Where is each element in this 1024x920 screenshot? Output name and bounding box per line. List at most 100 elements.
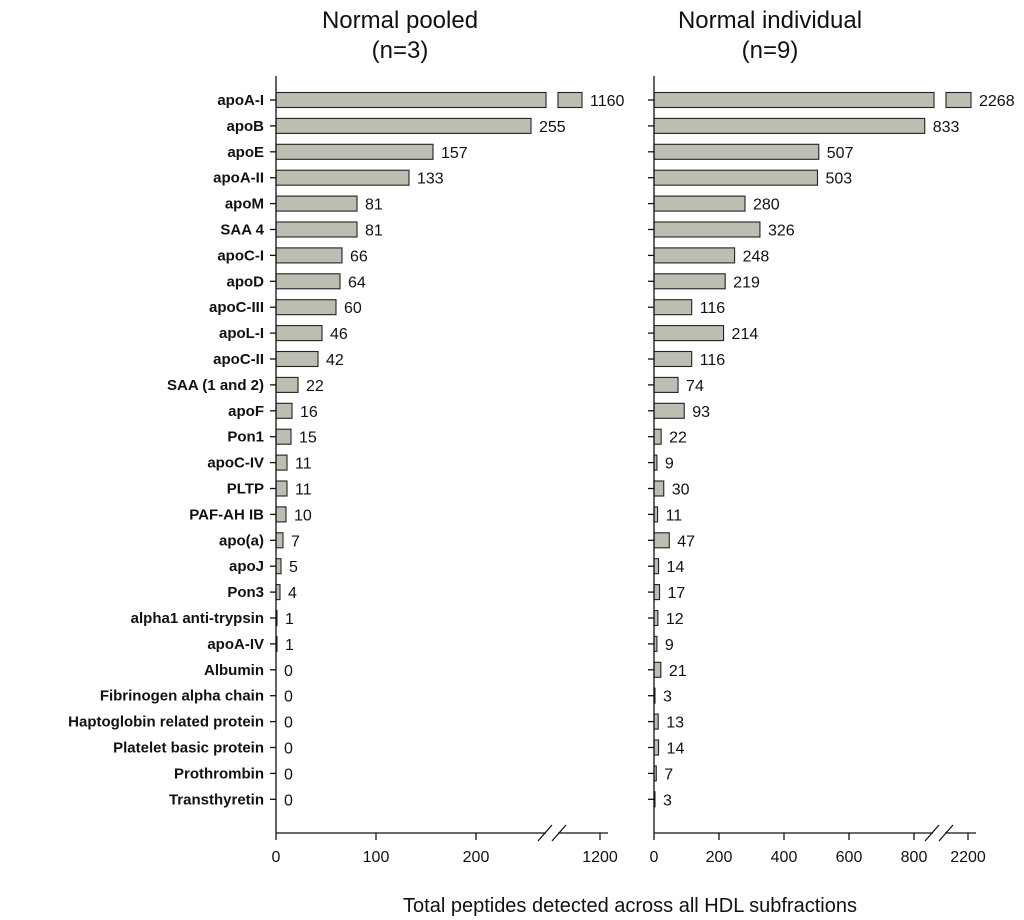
data-label: 2268 [979, 93, 1015, 110]
data-label: 14 [667, 559, 685, 576]
data-label: 133 [417, 171, 444, 188]
data-label: 280 [753, 197, 780, 214]
data-label: 22 [306, 378, 324, 395]
category-label: apoC-II [213, 351, 264, 368]
data-label: 15 [299, 430, 317, 447]
bar [275, 428, 292, 445]
data-label: 9 [665, 637, 674, 654]
data-label: 93 [692, 404, 710, 421]
category-label: PLTP [227, 481, 264, 498]
data-label: 13 [666, 715, 684, 732]
data-label: 4 [288, 585, 297, 602]
bar [653, 558, 660, 575]
bar [653, 169, 819, 186]
x-tick-label: 400 [771, 849, 798, 866]
category-label: Prothrombin [174, 765, 264, 782]
panel-normal-pooled: Normal pooled(n=3)1160apoA-I255apoB157ap… [68, 7, 624, 866]
bar [275, 143, 434, 160]
x-tick-label: 0 [272, 849, 281, 866]
data-label: 7 [291, 533, 300, 550]
bar [275, 376, 299, 393]
data-label: 5 [289, 559, 298, 576]
category-label: apoL-I [219, 325, 264, 342]
bar [653, 247, 736, 264]
x-tick-label: 2200 [950, 849, 986, 866]
chart-title-line: Normal pooled [322, 7, 478, 34]
category-label: apoD [227, 273, 265, 290]
bar [275, 480, 288, 497]
data-label: 116 [700, 352, 726, 369]
category-label: apoJ [229, 558, 264, 575]
data-label: 326 [768, 223, 795, 240]
data-label: 0 [284, 715, 293, 732]
axis-break-mark [924, 824, 940, 842]
axis-break-mark [938, 824, 954, 842]
data-label: 47 [677, 533, 695, 550]
panel-normal-individual: Normal individual(n=9)226883350750328032… [648, 7, 1015, 866]
category-label: apoC-III [209, 299, 264, 316]
data-label: 66 [350, 248, 368, 265]
category-label: Pon3 [227, 584, 264, 601]
data-label: 0 [284, 689, 293, 706]
category-label: apoA-IV [207, 636, 264, 653]
category-label: Pon1 [227, 429, 264, 446]
bar [275, 247, 343, 264]
data-label: 30 [672, 482, 690, 499]
bar [653, 428, 662, 445]
category-label: Haptoglobin related protein [68, 714, 264, 731]
data-label: 46 [330, 326, 348, 343]
category-label: apoE [227, 144, 264, 161]
bar [275, 273, 341, 290]
x-axis-label: Total peptides detected across all HDL s… [403, 895, 857, 917]
category-label: Platelet basic protein [113, 740, 264, 757]
data-label: 7 [664, 766, 673, 783]
data-label: 21 [669, 663, 687, 680]
bar [275, 558, 282, 575]
data-label: 81 [365, 223, 383, 240]
data-label: 74 [686, 378, 704, 395]
data-label: 60 [344, 300, 362, 317]
bar [275, 325, 323, 342]
data-label: 9 [665, 456, 674, 473]
data-label: 17 [668, 585, 686, 602]
data-label: 64 [348, 274, 366, 291]
data-label: 14 [667, 741, 685, 758]
chart-title-line: Normal individual [678, 7, 862, 34]
bar [275, 195, 358, 212]
category-label: PAF-AH IB [189, 506, 264, 523]
bar [653, 376, 679, 393]
x-tick-label: 100 [363, 849, 390, 866]
data-label: 0 [284, 766, 293, 783]
bar [275, 454, 288, 471]
category-label: apoB [227, 118, 265, 135]
bar [275, 532, 284, 549]
bar [653, 350, 693, 368]
bar [275, 350, 319, 368]
bar [275, 169, 410, 186]
bar [653, 661, 662, 678]
x-tick-label: 800 [901, 849, 928, 866]
x-tick-label: 200 [706, 849, 733, 866]
category-label: Fibrinogen alpha chain [100, 688, 264, 705]
bar [653, 299, 693, 316]
data-label: 255 [539, 119, 566, 136]
data-label: 507 [827, 145, 854, 162]
category-label: apoC-I [217, 247, 264, 264]
x-tick-label: 1200 [582, 849, 618, 866]
bar [653, 273, 726, 290]
data-label: 16 [300, 404, 318, 421]
category-label: Transthyretin [169, 791, 264, 808]
bar [653, 143, 820, 160]
category-label: apoC-IV [207, 455, 264, 472]
data-label: 248 [743, 248, 770, 265]
bar [557, 91, 583, 109]
data-label: 116 [700, 300, 726, 317]
bar [275, 299, 337, 316]
x-tick-label: 200 [463, 849, 490, 866]
category-label: apoA-I [217, 92, 264, 109]
chart-title-line: (n=3) [372, 37, 429, 64]
data-label: 157 [441, 145, 468, 162]
bar [275, 91, 547, 109]
x-tick-label: 0 [650, 849, 659, 866]
